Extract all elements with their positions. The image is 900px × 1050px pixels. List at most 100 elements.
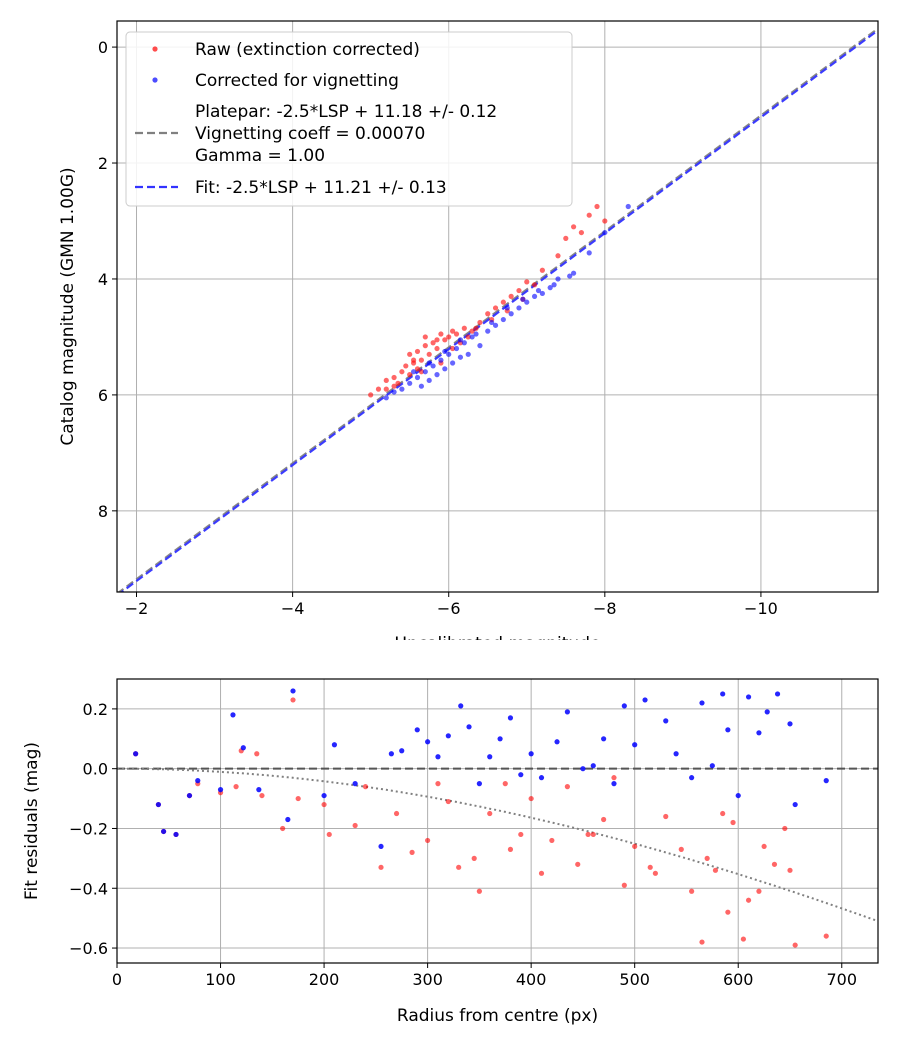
- plot-area: [117, 27, 878, 592]
- corrected-residual-point: [240, 745, 246, 751]
- raw-point: [450, 328, 456, 334]
- y-tick-label: 8: [98, 502, 108, 521]
- raw-point: [473, 325, 479, 331]
- raw-point: [414, 348, 421, 355]
- raw-residual-point: [435, 781, 441, 787]
- legend-corrected-marker: [152, 77, 158, 83]
- legend-corrected-label: Corrected for vignetting: [195, 71, 399, 91]
- raw-point: [391, 383, 397, 389]
- y-tick-label: −0.2: [69, 819, 108, 838]
- raw-point: [375, 386, 382, 392]
- corrected-residual-point: [774, 691, 781, 697]
- raw-point: [586, 212, 592, 218]
- corrected-residual-point: [792, 801, 798, 808]
- corrected-residual-point: [590, 763, 596, 769]
- raw-residual-point: [425, 837, 431, 844]
- x-tick-label: −2: [125, 599, 149, 618]
- raw-point: [418, 369, 424, 375]
- raw-point: [422, 343, 428, 349]
- raw-point: [594, 203, 600, 210]
- raw-point: [403, 363, 409, 369]
- raw-residual-point: [704, 855, 710, 861]
- raw-residual-point: [528, 795, 534, 802]
- corrected-point: [442, 348, 448, 355]
- corrected-point: [457, 337, 464, 343]
- corrected-point: [391, 389, 397, 395]
- raw-residual-point: [362, 784, 369, 790]
- corrected-residual-point: [173, 831, 179, 838]
- raw-residual-point: [585, 831, 591, 838]
- raw-point: [492, 305, 499, 311]
- corrected-point: [410, 369, 417, 375]
- raw-point: [508, 293, 514, 299]
- raw-point: [477, 319, 483, 326]
- legend-fit-label: Fit: -2.5*LSP + 11.21 +/- 0.13: [195, 178, 447, 198]
- raw-point: [438, 331, 444, 337]
- raw-residual-point: [321, 801, 327, 808]
- raw-residual-point: [518, 831, 524, 838]
- raw-residual-point: [771, 861, 778, 867]
- legend-raw-label: Raw (extinction corrected): [195, 40, 420, 60]
- raw-point: [395, 380, 401, 386]
- corrected-residual-point: [352, 781, 358, 787]
- corrected-residual-point: [331, 742, 338, 748]
- corrected-point: [500, 316, 506, 323]
- raw-residual-point: [564, 784, 570, 790]
- raw-point: [578, 229, 585, 236]
- corrected-point: [453, 345, 460, 352]
- corrected-point: [477, 343, 483, 349]
- raw-point: [399, 369, 405, 375]
- corrected-point: [473, 331, 479, 337]
- corrected-point: [516, 305, 522, 311]
- raw-residual-point: [621, 882, 627, 888]
- corrected-point: [508, 311, 514, 317]
- raw-residual-point: [699, 939, 705, 945]
- raw-point: [422, 334, 428, 340]
- y-tick-label: 0.2: [83, 700, 108, 719]
- x-tick-label: 0: [112, 970, 122, 989]
- raw-point: [563, 235, 569, 241]
- corrected-residual-point: [673, 751, 679, 757]
- corrected-residual-point: [689, 775, 695, 781]
- y-tick-label: 4: [98, 270, 108, 289]
- raw-residual-point: [233, 784, 239, 790]
- x-axis-label: Uncalibrated magnitude: [395, 634, 601, 640]
- x-tick-label: 700: [826, 970, 857, 989]
- corrected-residual-point: [217, 787, 224, 793]
- corrected-residual-point: [764, 709, 770, 715]
- raw-point: [434, 345, 440, 352]
- corrected-residual-point: [195, 778, 201, 784]
- corrected-residual-point: [735, 792, 741, 799]
- corrected-point: [430, 363, 436, 369]
- x-tick-label: 300: [412, 970, 443, 989]
- raw-residual-point: [575, 861, 581, 867]
- corrected-point: [520, 296, 526, 302]
- corrected-point: [551, 282, 557, 288]
- corrected-residual-point: [580, 766, 586, 772]
- raw-residual-point: [507, 846, 514, 853]
- corrected-residual-point: [621, 703, 627, 709]
- y-axis-label: Fit residuals (mag): [22, 742, 42, 900]
- legend: Raw (extinction corrected) Corrected for …: [125, 31, 573, 207]
- raw-residual-point: [549, 837, 555, 844]
- corrected-residual-point: [632, 742, 638, 748]
- corrected-point: [418, 383, 424, 389]
- corrected-point: [567, 273, 573, 279]
- raw-point: [469, 328, 475, 334]
- x-tick-label: −6: [437, 599, 461, 618]
- raw-point: [485, 311, 491, 317]
- corrected-residual-point: [458, 703, 464, 709]
- corrected-residual-point: [497, 736, 503, 742]
- raw-point: [516, 287, 522, 294]
- raw-residual-point: [611, 775, 617, 781]
- corrected-residual-point: [745, 694, 752, 700]
- top-scatter-chart: −2 −4 −6 −8 −10 0 2 4 6 8 Raw (extinction correcte…: [58, 20, 879, 640]
- raw-residual-point: [601, 816, 607, 823]
- corrected-point: [625, 203, 631, 210]
- corrected-residual-point: [285, 816, 291, 823]
- corrected-residual-point: [528, 751, 534, 757]
- raw-residual-point: [409, 849, 415, 855]
- raw-residual-point: [290, 697, 296, 703]
- corrected-residual-point: [155, 801, 162, 808]
